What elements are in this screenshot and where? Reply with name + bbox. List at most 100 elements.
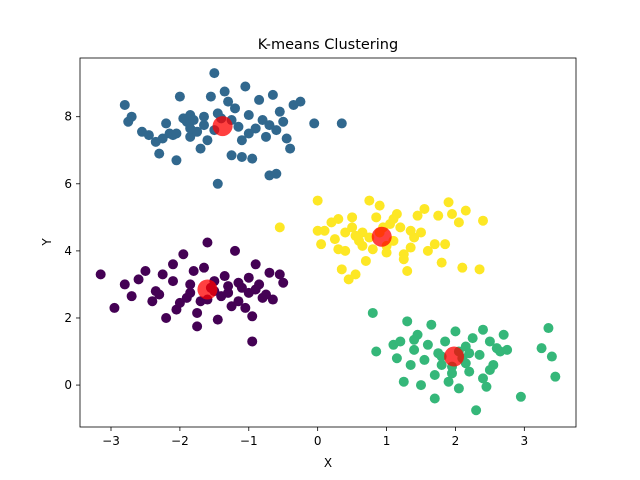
cluster_3-point-14 xyxy=(350,269,361,280)
cluster_3-point-29 xyxy=(402,266,413,277)
cluster_2-point-13 xyxy=(426,319,437,330)
cluster_0-point-5 xyxy=(140,266,151,277)
cluster_0-point-52 xyxy=(233,296,244,307)
cluster_0-point-3 xyxy=(126,291,137,302)
cluster_3-point-12 xyxy=(347,222,358,233)
cluster_3-point-44 xyxy=(460,205,471,216)
cluster_1-point-36 xyxy=(250,123,261,134)
cluster_0-point-28 xyxy=(230,245,240,256)
cluster_3-point-43 xyxy=(457,262,468,273)
cluster_0-point-42 xyxy=(247,336,258,347)
cluster_0-point-46 xyxy=(223,281,234,292)
cluster_1-point-45 xyxy=(281,133,292,144)
cluster_1-point-11 xyxy=(171,128,182,139)
x-tick-label: 2 xyxy=(452,434,460,448)
cluster_3-point-21 xyxy=(374,200,385,211)
x-tick-label: −2 xyxy=(171,434,189,448)
cluster_0-point-17 xyxy=(192,307,203,318)
cluster_3-point-19 xyxy=(367,244,378,255)
cluster_1-point-48 xyxy=(295,96,306,107)
cluster_1-point-2 xyxy=(126,111,137,122)
cluster_2-point-47 xyxy=(447,368,457,379)
cluster_2-point-30 xyxy=(481,381,492,392)
cluster_2-point-49 xyxy=(409,334,420,345)
cluster_3-point-11 xyxy=(343,274,354,285)
cluster_3-point-0 xyxy=(274,222,285,233)
centroid-marker-3 xyxy=(444,346,465,367)
cluster_3-point-3 xyxy=(316,239,327,250)
cluster_0-point-31 xyxy=(240,302,251,313)
cluster_2-point-45 xyxy=(478,324,488,335)
plot-frame xyxy=(79,57,577,428)
cluster_2-point-7 xyxy=(405,359,416,370)
cluster_1-point-56 xyxy=(264,120,275,131)
cluster_2-point-10 xyxy=(416,380,426,391)
cluster_2-point-39 xyxy=(543,323,554,334)
cluster_0-point-15 xyxy=(185,279,196,290)
x-tick-label: −1 xyxy=(240,434,258,448)
cluster_1-point-34 xyxy=(243,110,254,121)
cluster_3-point-8 xyxy=(336,264,347,275)
cluster_0-point-16 xyxy=(188,266,199,277)
cluster_2-point-43 xyxy=(460,358,471,369)
cluster_3-point-35 xyxy=(422,245,433,256)
cluster_2-point-11 xyxy=(419,354,430,365)
cluster_3-point-52 xyxy=(350,230,361,241)
cluster_2-point-37 xyxy=(515,391,526,402)
cluster_2-point-22 xyxy=(453,383,464,394)
cluster_1-point-6 xyxy=(154,148,165,159)
cluster_0-point-1 xyxy=(109,302,120,313)
cluster_2-point-3 xyxy=(391,353,402,364)
cluster_1-point-39 xyxy=(261,131,271,142)
cluster_3-point-10 xyxy=(340,227,351,238)
axes: −3 −2 −1 0 1 2 3 0 2 4 6 8 xyxy=(64,57,577,448)
cluster_1-point-18 xyxy=(195,143,206,154)
cluster_1-point-31 xyxy=(236,151,247,162)
cluster_3-point-47 xyxy=(398,254,409,265)
cluster_0-point-8 xyxy=(157,269,168,280)
cluster_1-point-12 xyxy=(174,91,185,102)
y-tick-label: 6 xyxy=(64,177,72,191)
cluster_2-point-19 xyxy=(443,376,454,387)
cluster_0-point-23 xyxy=(212,314,223,325)
cluster_1-point-0 xyxy=(119,99,130,110)
cluster_3-point-40 xyxy=(443,197,454,208)
cluster_1-point-35 xyxy=(247,153,258,164)
y-tick-label: 4 xyxy=(64,244,72,258)
cluster_1-point-44 xyxy=(278,116,289,127)
cluster_0-point-43 xyxy=(192,321,203,332)
cluster_1-point-51 xyxy=(271,168,282,179)
cluster_1-point-28 xyxy=(226,150,237,161)
cluster_1-point-53 xyxy=(157,133,168,144)
cluster_3-point-54 xyxy=(405,225,416,236)
cluster_3-point-2 xyxy=(312,225,323,236)
cluster_0-point-48 xyxy=(147,296,158,307)
cluster_2-point-15 xyxy=(429,393,440,404)
cluster_3-point-42 xyxy=(453,217,464,228)
cluster_1-point-52 xyxy=(178,113,189,124)
cluster_1-point-4 xyxy=(143,130,154,141)
cluster_2-point-6 xyxy=(402,316,413,327)
cluster_0-point-41 xyxy=(278,277,289,288)
y-tick-label: 2 xyxy=(64,311,72,325)
cluster_2-point-35 xyxy=(498,329,509,340)
cluster_1-point-55 xyxy=(243,128,254,139)
cluster_2-point-28 xyxy=(474,349,485,360)
cluster_1-point-14 xyxy=(185,131,196,142)
data-points xyxy=(95,68,561,416)
y-tick-label: 0 xyxy=(64,378,72,392)
cluster_0-point-37 xyxy=(261,289,271,300)
cluster_2-point-36 xyxy=(502,344,513,355)
x-tick-label: 3 xyxy=(521,434,529,448)
cluster_2-point-27 xyxy=(471,405,482,416)
cluster_0-point-0 xyxy=(95,269,106,280)
cluster_0-point-13 xyxy=(178,249,189,260)
cluster_2-point-12 xyxy=(422,339,433,350)
cluster_0-point-25 xyxy=(219,271,230,282)
cluster_3-point-37 xyxy=(433,210,444,221)
cluster_3-point-4 xyxy=(319,225,330,236)
cluster_3-point-51 xyxy=(333,244,344,255)
cluster_2-point-17 xyxy=(436,359,447,370)
